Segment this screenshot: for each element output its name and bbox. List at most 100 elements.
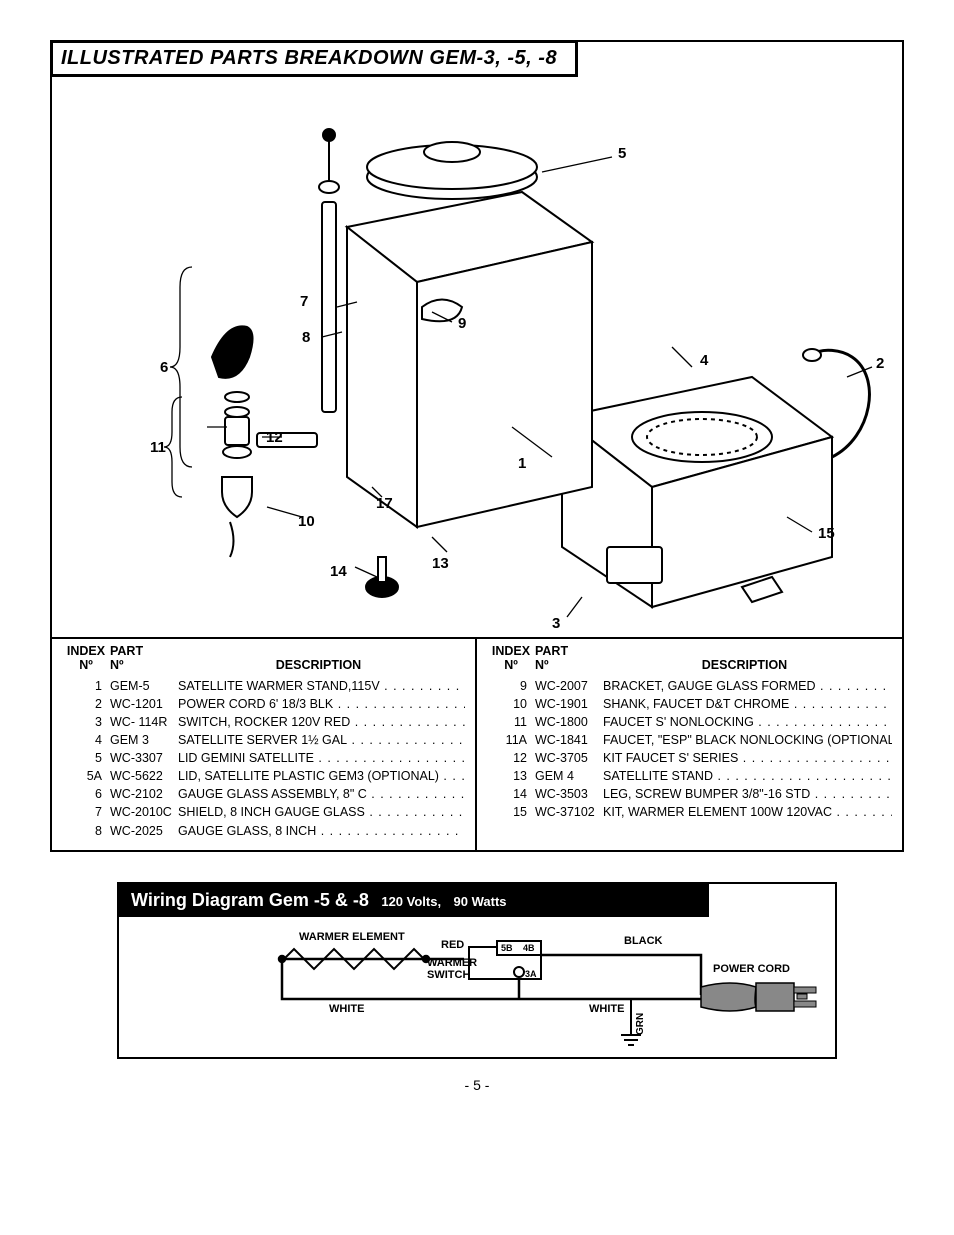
exploded-diagram: 1 2 3 4 5 6 7 8 9 10 11 12 13 14 15 17 (52, 77, 902, 637)
parts-row: 1GEM-5SATELLITE WARMER STAND,115V (62, 677, 465, 695)
cell-description: FAUCET S' NONLOCKING (603, 713, 892, 731)
cell-description: KIT, WARMER ELEMENT 100W 120VAC (603, 803, 892, 821)
parts-row: 7WC-2010CSHIELD, 8 INCH GAUGE GLASS (62, 803, 465, 821)
callout-11: 11 (150, 439, 166, 456)
wiring-diagram-panel: Wiring Diagram Gem -5 & -8 120 Volts, 90… (117, 882, 837, 1059)
parts-row: 4GEM 3SATELLITE SERVER 1½ GAL (62, 731, 465, 749)
cell-part: WC-2025 (110, 822, 178, 840)
cell-index: 10 (487, 695, 535, 713)
callout-3: 3 (552, 615, 560, 632)
callout-1: 1 (518, 455, 526, 472)
cell-description: SHANK, FAUCET D&T CHROME (603, 695, 892, 713)
label-warmer-switch: WARMER SWITCH (427, 957, 467, 981)
parts-row: 6WC-2102GAUGE GLASS ASSEMBLY, 8" C (62, 785, 465, 803)
cell-part: WC-2102 (110, 785, 178, 803)
callout-9: 9 (458, 315, 466, 332)
callout-4: 4 (700, 352, 708, 369)
cell-description: LID, SATELLITE PLASTIC GEM3 (OPTIONAL) (178, 767, 465, 785)
parts-row: 10WC-1901SHANK, FAUCET D&T CHROME (487, 695, 892, 713)
label-power-cord: POWER CORD (713, 963, 790, 975)
parts-table-left: INDEXNº PARTNº DESCRIPTION 1GEM-5SATELLI… (52, 639, 477, 850)
cell-part: WC-37102 (535, 803, 603, 821)
header-part: PART (110, 644, 143, 658)
cell-part: WC-1201 (110, 695, 178, 713)
callout-10: 10 (298, 513, 315, 530)
header-description: DESCRIPTION (276, 658, 361, 672)
header-index: INDEX (67, 644, 105, 658)
callout-13: 13 (432, 555, 449, 572)
parts-table: INDEXNº PARTNº DESCRIPTION 1GEM-5SATELLI… (52, 637, 902, 850)
cell-index: 14 (487, 785, 535, 803)
cell-description: POWER CORD 6' 18/3 BLK (178, 695, 465, 713)
cell-index: 12 (487, 749, 535, 767)
cell-part: WC- 114R (110, 713, 178, 731)
label-white-right: WHITE (589, 1003, 624, 1015)
cell-description: BRACKET, GAUGE GLASS FORMED (603, 677, 892, 695)
label-warmer-element: WARMER ELEMENT (299, 931, 405, 943)
parts-row: 9WC-2007BRACKET, GAUGE GLASS FORMED (487, 677, 892, 695)
cell-part: WC-5622 (110, 767, 178, 785)
cell-description: SATELLITE SERVER 1½ GAL (178, 731, 465, 749)
label-3a: 3A (525, 969, 537, 979)
cell-description: SHIELD, 8 INCH GAUGE GLASS (178, 803, 465, 821)
cell-description: FAUCET, "ESP" BLACK NONLOCKING (OPTIONAL… (603, 731, 892, 749)
cell-index: 6 (62, 785, 110, 803)
cell-index: 5A (62, 767, 110, 785)
cell-description: GAUGE GLASS ASSEMBLY, 8" C (178, 785, 465, 803)
cell-part: WC-2010C (110, 803, 178, 821)
label-grn: GRN (635, 1012, 646, 1034)
callout-6: 6 (160, 359, 168, 376)
callout-14: 14 (330, 563, 347, 580)
wiring-title: Wiring Diagram Gem -5 & -8 120 Volts, 90… (119, 884, 709, 917)
label-black: BLACK (624, 935, 663, 947)
parts-row: 11WC-1800FAUCET S' NONLOCKING (487, 713, 892, 731)
cell-index: 11 (487, 713, 535, 731)
label-red: RED (441, 939, 464, 951)
parts-row: 8WC-2025GAUGE GLASS, 8 INCH (62, 822, 465, 840)
wiring-diagram: WARMER ELEMENT RED BLACK WHITE WHITE WAR… (119, 917, 835, 1057)
parts-table-right: INDEXNº PARTNº DESCRIPTION 9WC-2007BRACK… (477, 639, 902, 850)
parts-row: 15WC-37102KIT, WARMER ELEMENT 100W 120VA… (487, 803, 892, 821)
cell-index: 7 (62, 803, 110, 821)
cell-index: 11A (487, 731, 535, 749)
cell-part: WC-3307 (110, 749, 178, 767)
cell-index: 8 (62, 822, 110, 840)
cell-part: GEM 3 (110, 731, 178, 749)
cell-part: GEM-5 (110, 677, 178, 695)
page-title: ILLUSTRATED PARTS BREAKDOWN GEM-3, -5, -… (50, 40, 578, 77)
cell-description: SATELLITE STAND (603, 767, 892, 785)
cell-part: WC-2007 (535, 677, 603, 695)
cell-description: SWITCH, ROCKER 120V RED (178, 713, 465, 731)
cell-index: 4 (62, 731, 110, 749)
parts-row: 3WC- 114RSWITCH, ROCKER 120V RED (62, 713, 465, 731)
cell-part: WC-3503 (535, 785, 603, 803)
cell-part: WC-1841 (535, 731, 603, 749)
parts-breakdown-panel: ILLUSTRATED PARTS BREAKDOWN GEM-3, -5, -… (50, 40, 904, 852)
cell-part: WC-1901 (535, 695, 603, 713)
parts-row: 13GEM 4SATELLITE STAND (487, 767, 892, 785)
parts-row: 2WC-1201POWER CORD 6' 18/3 BLK (62, 695, 465, 713)
parts-row: 14WC-3503LEG, SCREW BUMPER 3/8"-16 STD (487, 785, 892, 803)
callout-7: 7 (300, 293, 308, 310)
label-white-left: WHITE (329, 1003, 364, 1015)
callout-8: 8 (302, 329, 310, 346)
cell-index: 1 (62, 677, 110, 695)
page-number: - 5 - (50, 1077, 904, 1093)
cell-description: LEG, SCREW BUMPER 3/8"-16 STD (603, 785, 892, 803)
label-5b: 5B (501, 943, 513, 953)
cell-index: 9 (487, 677, 535, 695)
label-4b: 4B (523, 943, 535, 953)
callout-15: 15 (818, 525, 835, 542)
cell-description: LID GEMINI SATELLITE (178, 749, 465, 767)
parts-row: 5WC-3307LID GEMINI SATELLITE (62, 749, 465, 767)
cell-index: 2 (62, 695, 110, 713)
cell-index: 3 (62, 713, 110, 731)
cell-index: 13 (487, 767, 535, 785)
cell-index: 15 (487, 803, 535, 821)
cell-part: WC-1800 (535, 713, 603, 731)
cell-part: GEM 4 (535, 767, 603, 785)
parts-row: 11AWC-1841FAUCET, "ESP" BLACK NONLOCKING… (487, 731, 892, 749)
callout-5: 5 (618, 145, 626, 162)
cell-description: GAUGE GLASS, 8 INCH (178, 822, 465, 840)
cell-description: SATELLITE WARMER STAND,115V (178, 677, 465, 695)
